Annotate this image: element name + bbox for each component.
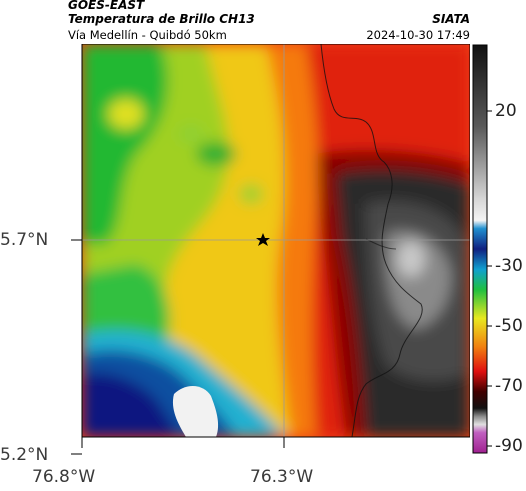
lon-tick-76-8: 76.8°W (32, 467, 96, 487)
route-subtitle: Vía Medellín - Quibdó 50km (68, 28, 227, 42)
lon-tick-76-3: 76.3°W (250, 467, 314, 487)
colorbar-tick-neg50: -50 (495, 316, 523, 336)
colorbar-tick-20: 20 (495, 101, 517, 121)
agency-label: SIATA (432, 12, 470, 26)
product-title: Temperatura de Brillo CH13 (68, 12, 255, 26)
colorbar-tick-neg70: -70 (495, 376, 523, 396)
temperature-field (82, 44, 470, 437)
lat-tick-5-2: 5.2°N (0, 445, 49, 465)
lat-tick-5-7: 5.7°N (0, 230, 49, 250)
colorbar-tick-neg30: -30 (495, 256, 523, 276)
satellite-title: GOES-EAST (68, 0, 145, 12)
timestamp-label: 2024-10-30 17:49 (366, 28, 470, 42)
colorbar-tick-neg90: -90 (495, 436, 523, 456)
colorbar (472, 44, 492, 454)
brightness-temperature-map (66, 44, 470, 457)
star-marker (256, 233, 270, 246)
